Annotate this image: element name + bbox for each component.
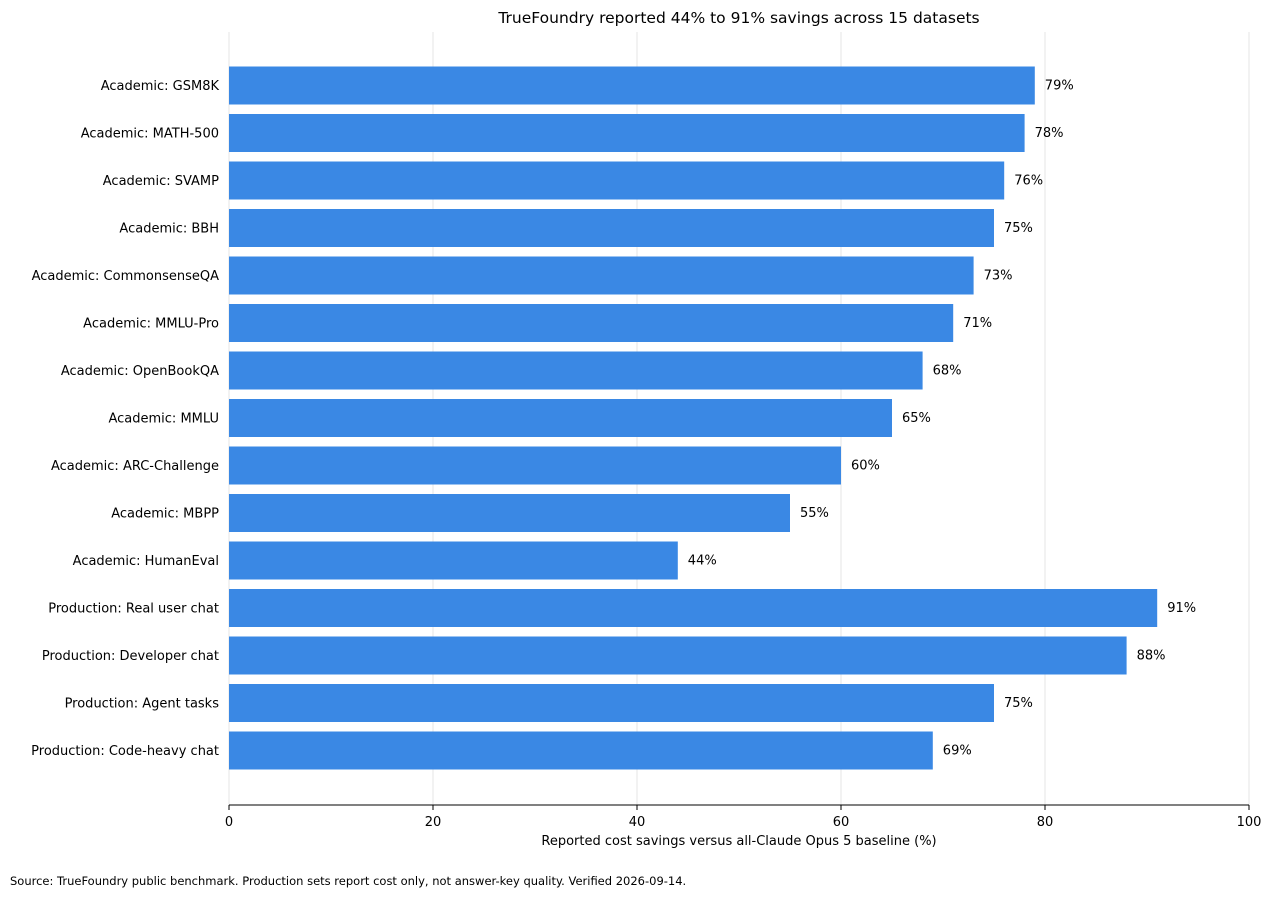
x-tick-label-5: 100 bbox=[1237, 815, 1262, 830]
x-tick-label-2: 40 bbox=[629, 815, 646, 830]
x-axis: 0 20 40 60 80 100 bbox=[225, 804, 1262, 830]
data-label-1: 78% bbox=[1035, 126, 1064, 141]
data-label-3: 75% bbox=[1004, 221, 1033, 236]
bar-7 bbox=[229, 399, 892, 437]
data-label-10: 44% bbox=[688, 554, 717, 569]
category-label-6: Academic: OpenBookQA bbox=[61, 364, 219, 379]
bar-11 bbox=[229, 589, 1158, 627]
bar-12 bbox=[229, 636, 1127, 675]
category-label-9: Academic: MBPP bbox=[111, 507, 219, 522]
data-label-6: 68% bbox=[933, 364, 962, 379]
data-label-5: 71% bbox=[963, 316, 992, 331]
x-tick-label-3: 60 bbox=[833, 815, 850, 830]
category-label-5: Academic: MMLU-Pro bbox=[83, 317, 219, 332]
x-tick-label-0: 0 bbox=[225, 815, 233, 830]
bar-2 bbox=[229, 161, 1005, 200]
category-label-7: Academic: MMLU bbox=[108, 412, 219, 427]
data-label-13: 75% bbox=[1004, 696, 1033, 711]
data-label-9: 55% bbox=[800, 506, 829, 521]
category-label-11: Production: Real user chat bbox=[48, 602, 219, 617]
data-label-14: 69% bbox=[943, 744, 972, 759]
category-label-3: Academic: BBH bbox=[119, 222, 219, 237]
bar-8 bbox=[229, 446, 841, 485]
x-tick-label-4: 80 bbox=[1037, 815, 1054, 830]
category-label-4: Academic: CommonsenseQA bbox=[32, 269, 220, 284]
bar-6 bbox=[229, 351, 923, 390]
bars-layer: Academic: GSM8K 79% Academic: MATH-500 78% A… bbox=[31, 66, 1196, 770]
category-label-0: Academic: GSM8K bbox=[101, 79, 220, 94]
data-label-7: 65% bbox=[902, 411, 931, 426]
category-label-13: Production: Agent tasks bbox=[65, 697, 220, 712]
data-label-0: 79% bbox=[1045, 79, 1074, 94]
category-label-12: Production: Developer chat bbox=[42, 649, 219, 664]
category-label-2: Academic: SVAMP bbox=[103, 174, 219, 189]
source-note: Source: TrueFoundry public benchmark. Pr… bbox=[10, 874, 687, 888]
bar-9 bbox=[229, 494, 790, 532]
chart-title: TrueFoundry reported 44% to 91% savings … bbox=[497, 9, 979, 27]
data-label-2: 76% bbox=[1014, 174, 1043, 189]
x-tick-label-1: 20 bbox=[425, 815, 442, 830]
data-label-8: 60% bbox=[851, 459, 880, 474]
bar-13 bbox=[229, 684, 994, 722]
data-label-4: 73% bbox=[984, 269, 1013, 284]
category-label-1: Academic: MATH-500 bbox=[81, 127, 219, 142]
data-label-11: 91% bbox=[1167, 601, 1196, 616]
bar-5 bbox=[229, 304, 954, 342]
bar-10 bbox=[229, 541, 678, 580]
data-label-12: 88% bbox=[1137, 649, 1166, 664]
bar-4 bbox=[229, 256, 974, 295]
bar-3 bbox=[229, 209, 994, 247]
bar-1 bbox=[229, 114, 1025, 152]
bar-0 bbox=[229, 66, 1035, 105]
category-label-8: Academic: ARC-Challenge bbox=[51, 459, 219, 474]
category-label-14: Production: Code-heavy chat bbox=[31, 744, 219, 759]
bar-14 bbox=[229, 731, 933, 770]
x-axis-label: Reported cost savings versus all-Claude … bbox=[541, 834, 936, 849]
category-label-10: Academic: HumanEval bbox=[73, 554, 219, 569]
